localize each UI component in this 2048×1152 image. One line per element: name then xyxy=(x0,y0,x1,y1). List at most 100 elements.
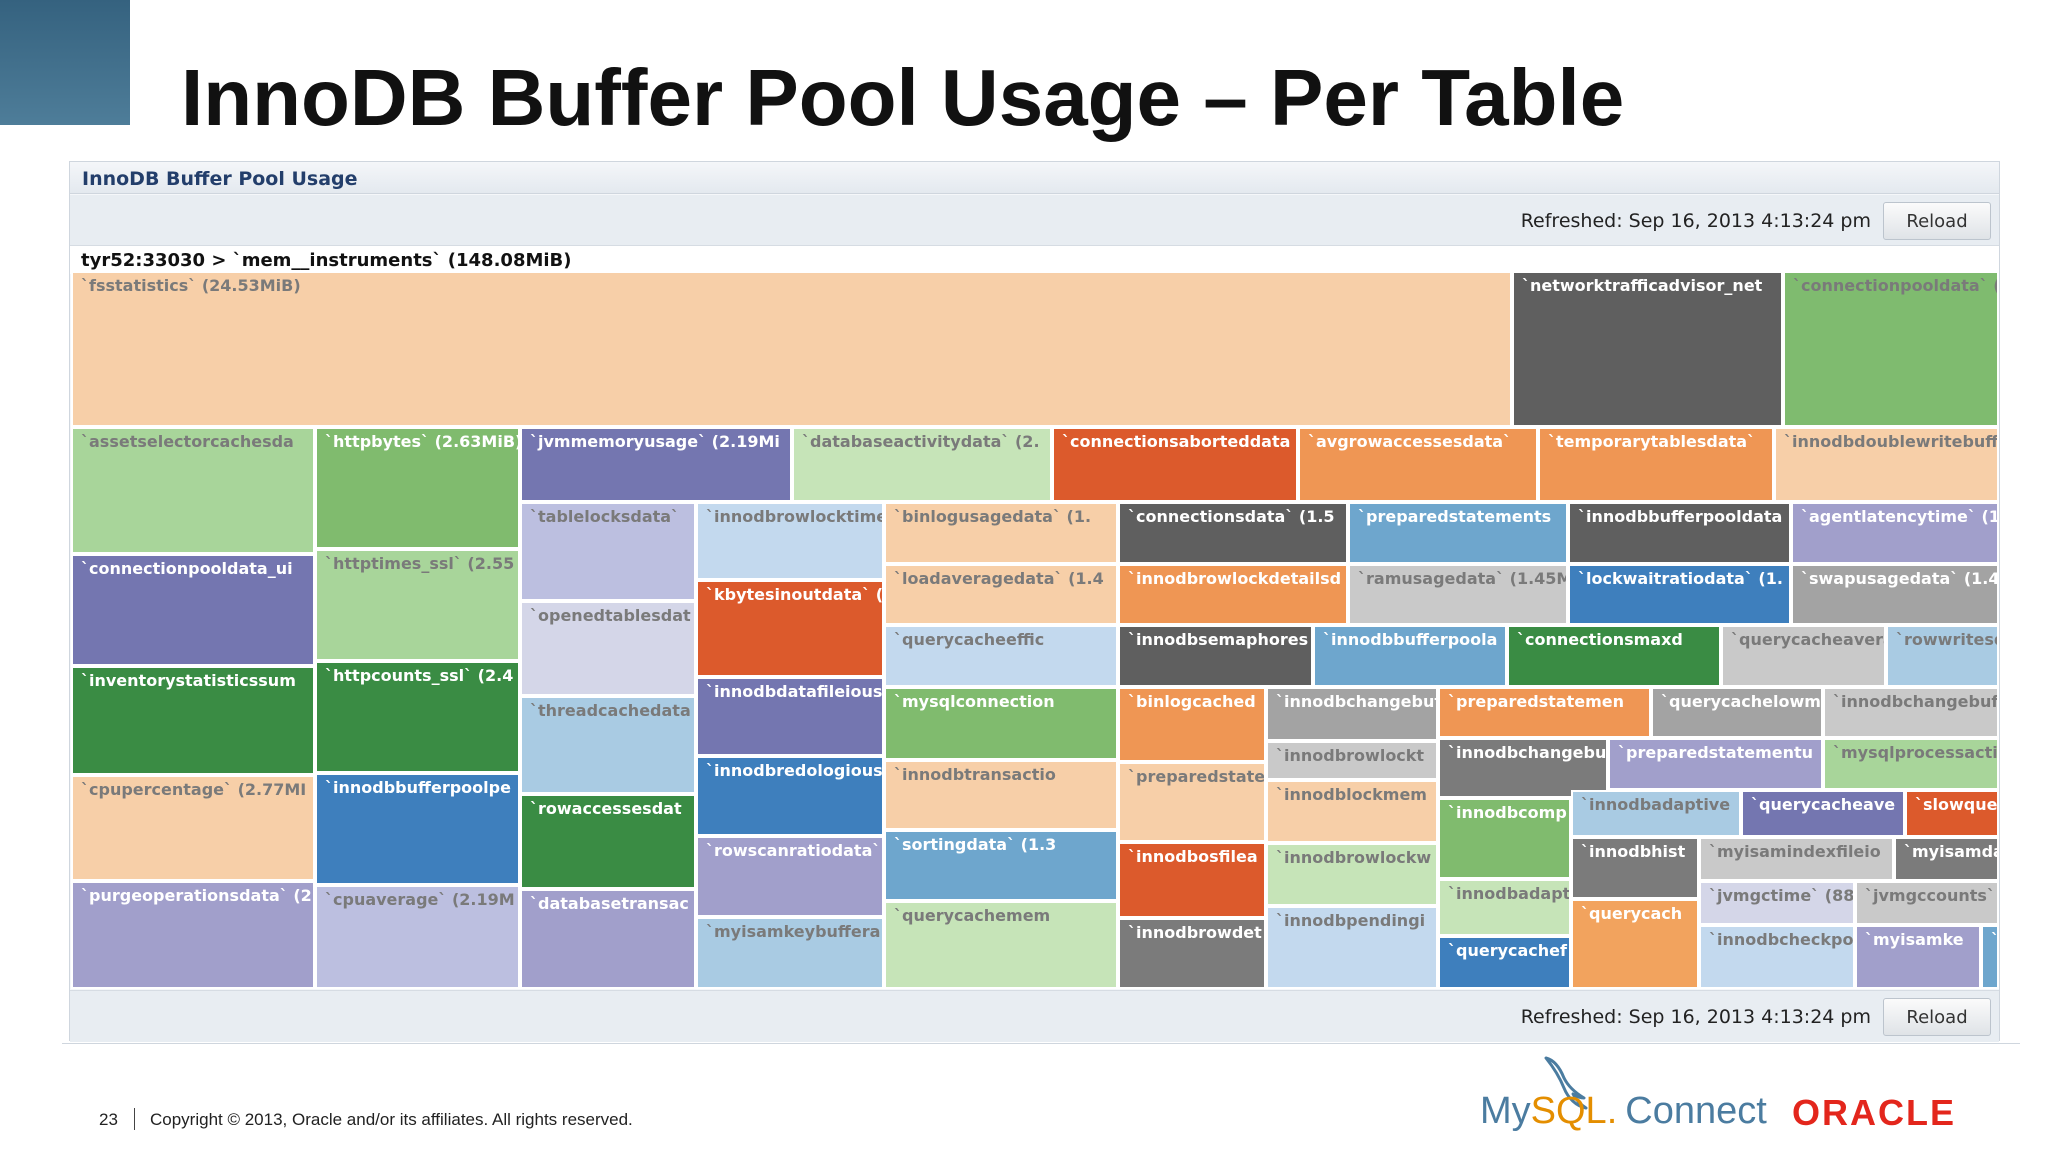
treemap-tile-innodblockmem[interactable]: `innodblockmem xyxy=(1266,780,1438,843)
treemap-tile-openedtablesdat[interactable]: `openedtablesdat xyxy=(520,601,696,696)
treemap-tile-databasetransac[interactable]: `databasetransac xyxy=(520,889,696,989)
breadcrumb[interactable]: tyr52:33030 > `mem__instruments` (148.08… xyxy=(81,250,572,271)
treemap-tile-connectionpooldata-3[interactable]: `connectionpooldata` (3 xyxy=(1783,271,1999,427)
treemap-tile-querycacheeffic[interactable]: `querycacheeffic xyxy=(884,625,1118,687)
treemap-tile-ramusagedata-1-45m[interactable]: `ramusagedata` (1.45M xyxy=(1348,564,1568,625)
treemap-tile-innodbrowlockt[interactable]: `innodbrowlockt xyxy=(1266,741,1438,780)
treemap-tile-querycacheave[interactable]: `querycacheave xyxy=(1741,790,1905,837)
treemap-tile-querycach[interactable]: `querycach xyxy=(1571,899,1699,989)
treemap-tile-avgrowaccessesdata[interactable]: `avgrowaccessesdata` xyxy=(1298,427,1538,502)
treemap-tile-innodbrowlockw[interactable]: `innodbrowlockw xyxy=(1266,843,1438,906)
treemap-tile-preparedstatementu[interactable]: `preparedstatementu xyxy=(1608,738,1823,790)
treemap-tile-innodbcomp[interactable]: `innodbcomp xyxy=(1438,798,1571,879)
treemap-tile-innodbhist[interactable]: `innodbhist xyxy=(1571,837,1699,899)
treemap-tile-label: `myisamindexfileio xyxy=(1709,842,1881,861)
treemap-tile-innodbadaptive[interactable]: `innodbadaptive xyxy=(1571,790,1741,837)
treemap-tile-label: `myisamdatafileio xyxy=(1904,842,1997,861)
treemap-tile-label: `innodbredologious xyxy=(706,761,883,780)
treemap-tile-innodbsemaphores[interactable]: `innodbsemaphores xyxy=(1118,625,1313,687)
treemap-tile-preparedstatemen[interactable]: `preparedstatemen xyxy=(1438,687,1651,738)
treemap-tile-slowqueriesdat[interactable]: `slowqueriesdat xyxy=(1905,790,1999,837)
treemap-tile-agentlatencytime-1[interactable]: `agentlatencytime` (1. xyxy=(1791,502,1999,564)
treemap-tile-connectionsdata-1-5[interactable]: `connectionsdata` (1.5 xyxy=(1118,502,1348,564)
treemap-tile-label: `preparedstatements xyxy=(1358,507,1552,526)
treemap-tile-innodbchangebuffe[interactable]: `innodbchangebuffe xyxy=(1266,687,1438,741)
treemap-tile-label: `innodbhist xyxy=(1581,842,1686,861)
treemap-tile-rowwritesdata-1[interactable]: `rowwritesdata` (1 xyxy=(1886,625,1999,687)
treemap-tile-myisamke[interactable]: `myisamke xyxy=(1855,925,1981,989)
treemap-tile-innodbtransactio[interactable]: `innodbtransactio xyxy=(884,760,1118,830)
treemap-tile-innodbredologious[interactable]: `innodbredologious xyxy=(696,756,884,836)
treemap-tile-jvmmemoryusage-2-19mi[interactable]: `jvmmemoryusage` (2.19Mi xyxy=(520,427,792,502)
treemap-tile-preparedstate[interactable]: `preparedstate xyxy=(1118,762,1266,842)
treemap-tile-label: `swapusagedata` (1.4 xyxy=(1801,569,1999,588)
treemap-tile-querycacheavera[interactable]: `querycacheavera xyxy=(1721,625,1886,687)
treemap-tile-label: `innodblockmem xyxy=(1276,785,1427,804)
treemap-tile-networktrafficadvisor-net[interactable]: `networktrafficadvisor_net xyxy=(1512,271,1783,427)
treemap-tile-querycachef[interactable]: `querycachef xyxy=(1438,936,1571,989)
treemap-tile-swapusagedata-1-4[interactable]: `swapusagedata` (1.4 xyxy=(1791,564,1999,625)
treemap-tile-connectionsmaxd[interactable]: `connectionsmaxd xyxy=(1507,625,1721,687)
treemap-tile-lockwaitratiodata-1[interactable]: `lockwaitratiodata` (1. xyxy=(1568,564,1791,625)
treemap-tile-innodbrowlockdetailsd[interactable]: `innodbrowlockdetailsd xyxy=(1118,564,1348,625)
treemap-tile-hitratios[interactable]: `hitratios xyxy=(1981,925,1999,989)
treemap-tile-temporarytablesdata[interactable]: `temporarytablesdata` xyxy=(1538,427,1774,502)
treemap-tile-sortingdata-1-3[interactable]: `sortingdata` (1.3 xyxy=(884,830,1118,901)
treemap-tile-label: `myisamke xyxy=(1865,930,1964,949)
treemap-tile-loadaveragedata-1-4[interactable]: `loadaveragedata` (1.4 xyxy=(884,564,1118,625)
treemap-tile-label: `querycachemem xyxy=(894,906,1051,925)
treemap-tile-innodbchangebuffe[interactable]: `innodbchangebuffe xyxy=(1823,687,1999,738)
treemap-tile-inventorystatisticssum[interactable]: `inventorystatisticssum xyxy=(71,666,315,775)
treemap-tile-innodbrowlocktime[interactable]: `innodbrowlocktime xyxy=(696,502,884,580)
treemap-tile-mysqlprocessactivit[interactable]: `mysqlprocessactivit xyxy=(1823,738,1999,790)
panel-header: InnoDB Buffer Pool Usage xyxy=(70,162,1999,194)
treemap-tile-querycachelowmer[interactable]: `querycachelowmer xyxy=(1651,687,1823,738)
treemap-tile-innodbbufferpooldata[interactable]: `innodbbufferpooldata xyxy=(1568,502,1791,564)
treemap-tile-rowaccessesdat[interactable]: `rowaccessesdat xyxy=(520,794,696,889)
treemap-tile-httpcounts-ssl-2-4[interactable]: `httpcounts_ssl` (2.4 xyxy=(315,661,520,773)
treemap-tile-binlogcached[interactable]: `binlogcached xyxy=(1118,687,1266,762)
footer-separator xyxy=(134,1108,135,1130)
treemap-tile-myisamdatafileio[interactable]: `myisamdatafileio xyxy=(1894,837,1999,881)
treemap-tile-label: `innodbosfilea xyxy=(1128,847,1258,866)
treemap-tile-myisamindexfileio[interactable]: `myisamindexfileio xyxy=(1699,837,1894,881)
treemap-tile-tablelocksdata[interactable]: `tablelocksdata` xyxy=(520,502,696,601)
treemap-tile-label: `slowqueriesdat xyxy=(1915,795,1998,814)
treemap-tile-innodbrowdet[interactable]: `innodbrowdet xyxy=(1118,918,1266,989)
treemap-tile-kbytesinoutdata[interactable]: `kbytesinoutdata` ( xyxy=(696,580,884,677)
treemap-tile-rowscanratiodata[interactable]: `rowscanratiodata` xyxy=(696,836,884,917)
treemap-tile-jvmgctime-88[interactable]: `jvmgctime` (88 xyxy=(1699,881,1855,925)
treemap-tile-jvmgccounts-880ki[interactable]: `jvmgccounts` (880Ki xyxy=(1855,881,1999,925)
treemap-tile-innodbdatafileious[interactable]: `innodbdatafileious xyxy=(696,677,884,756)
treemap-tile-preparedstatements[interactable]: `preparedstatements xyxy=(1348,502,1568,564)
treemap-tile-threadcachedata[interactable]: `threadcachedata xyxy=(520,696,696,794)
page-number: 23 xyxy=(99,1110,118,1129)
treemap-tile-myisamkeybuffera[interactable]: `myisamkeybuffera xyxy=(696,917,884,989)
treemap-tile-label: `innodbsemaphores xyxy=(1128,630,1309,649)
treemap-tile-innodbbufferpoolpe[interactable]: `innodbbufferpoolpe xyxy=(315,773,520,885)
treemap-tile-httpbytes-2-63mib[interactable]: `httpbytes` (2.63MiB) xyxy=(315,427,520,549)
treemap-tile-innodbbufferpoola[interactable]: `innodbbufferpoola xyxy=(1313,625,1507,687)
reload-button-bottom[interactable]: Reload xyxy=(1883,998,1991,1036)
treemap-tile-cpuaverage-2-19m[interactable]: `cpuaverage` (2.19M xyxy=(315,885,520,989)
treemap-tile-innodbcheckpo[interactable]: `innodbcheckpo xyxy=(1699,925,1855,989)
treemap-tile-connectionpooldata-ui[interactable]: `connectionpooldata_ui xyxy=(71,554,315,666)
treemap-tile-fsstatistics-24-53mib[interactable]: `fsstatistics` (24.53MiB) xyxy=(71,271,1512,427)
treemap-tile-innodbadapt[interactable]: `innodbadapt xyxy=(1438,879,1571,936)
treemap-tile-innodbosfilea[interactable]: `innodbosfilea xyxy=(1118,842,1266,918)
treemap-tile-innodbchangebuffer[interactable]: `innodbchangebuffer xyxy=(1438,738,1608,798)
treemap-tile-connectionsaborteddata[interactable]: `connectionsaborteddata xyxy=(1052,427,1298,502)
treemap-tile-purgeoperationsdata-2[interactable]: `purgeoperationsdata` (2 xyxy=(71,881,315,989)
treemap-tile-mysqlconnection[interactable]: `mysqlconnection xyxy=(884,687,1118,760)
treemap-tile-binlogusagedata-1[interactable]: `binlogusagedata` (1. xyxy=(884,502,1118,564)
treemap-tile-assetselectorcachesda[interactable]: `assetselectorcachesda xyxy=(71,427,315,554)
treemap-tile-label: `myisamkeybuffera xyxy=(706,922,881,941)
treemap-tile-innodbpendingi[interactable]: `innodbpendingi xyxy=(1266,906,1438,989)
reload-button-top[interactable]: Reload xyxy=(1883,202,1991,240)
treemap-tile-databaseactivitydata-2[interactable]: `databaseactivitydata` (2. xyxy=(792,427,1052,502)
treemap-tile-querycachemem[interactable]: `querycachemem xyxy=(884,901,1118,989)
treemap-tile-httptimes-ssl-2-55[interactable]: `httptimes_ssl` (2.55 xyxy=(315,549,520,661)
treemap-tile-cpupercentage-2-77mi[interactable]: `cpupercentage` (2.77MI xyxy=(71,775,315,881)
treemap-tile-innodbdoublewritebuffe[interactable]: `innodbdoublewritebuffe xyxy=(1774,427,1999,502)
treemap-tile-label: `innodbdatafileious xyxy=(706,682,883,701)
